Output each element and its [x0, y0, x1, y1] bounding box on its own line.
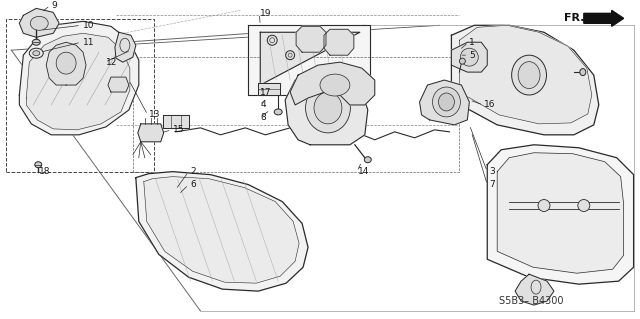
- Ellipse shape: [460, 48, 478, 66]
- Text: 14: 14: [358, 167, 369, 176]
- Ellipse shape: [518, 62, 540, 89]
- Polygon shape: [19, 21, 139, 135]
- Ellipse shape: [32, 39, 40, 45]
- Text: 15: 15: [173, 125, 184, 134]
- Text: 8: 8: [260, 113, 266, 122]
- Polygon shape: [451, 25, 599, 135]
- Ellipse shape: [511, 55, 547, 95]
- Polygon shape: [451, 42, 487, 72]
- Polygon shape: [420, 80, 469, 125]
- Text: 18: 18: [39, 167, 51, 176]
- Ellipse shape: [314, 92, 342, 124]
- Text: 4: 4: [260, 100, 266, 109]
- Ellipse shape: [364, 157, 371, 163]
- Polygon shape: [136, 172, 308, 291]
- Ellipse shape: [274, 109, 282, 115]
- Text: 3: 3: [489, 167, 495, 176]
- Text: 2: 2: [191, 167, 196, 176]
- FancyArrow shape: [584, 11, 623, 26]
- Ellipse shape: [29, 48, 44, 58]
- Text: 6: 6: [191, 180, 196, 189]
- Bar: [133, 57, 460, 172]
- Text: 13: 13: [148, 110, 160, 119]
- Ellipse shape: [268, 35, 277, 45]
- Ellipse shape: [438, 93, 454, 111]
- Ellipse shape: [580, 69, 586, 76]
- Text: 9: 9: [51, 1, 57, 10]
- Polygon shape: [296, 26, 326, 52]
- Polygon shape: [19, 8, 59, 37]
- Ellipse shape: [320, 74, 350, 96]
- Ellipse shape: [460, 58, 465, 64]
- Polygon shape: [46, 42, 86, 85]
- Polygon shape: [324, 29, 354, 55]
- Polygon shape: [260, 32, 360, 85]
- Polygon shape: [248, 25, 370, 95]
- Text: 12: 12: [106, 58, 117, 67]
- Text: 17: 17: [260, 87, 272, 97]
- Bar: [6, 19, 154, 172]
- Ellipse shape: [56, 52, 76, 74]
- Ellipse shape: [30, 16, 48, 30]
- Polygon shape: [497, 153, 623, 273]
- Polygon shape: [259, 83, 280, 95]
- Text: 11: 11: [83, 38, 95, 47]
- Text: 5: 5: [469, 51, 475, 60]
- Ellipse shape: [538, 199, 550, 211]
- Polygon shape: [285, 70, 368, 145]
- Text: S5B3– B4300: S5B3– B4300: [499, 296, 564, 306]
- Ellipse shape: [578, 199, 590, 211]
- Ellipse shape: [433, 87, 460, 117]
- Polygon shape: [290, 62, 375, 105]
- Polygon shape: [138, 124, 164, 142]
- Text: 19: 19: [260, 9, 272, 18]
- Ellipse shape: [35, 162, 42, 168]
- Polygon shape: [26, 33, 130, 130]
- Polygon shape: [460, 25, 592, 124]
- Ellipse shape: [33, 51, 40, 56]
- Text: 10: 10: [83, 21, 95, 30]
- Polygon shape: [115, 32, 136, 62]
- Polygon shape: [487, 145, 634, 284]
- Ellipse shape: [285, 51, 294, 60]
- Text: FR.: FR.: [564, 13, 584, 23]
- Text: 7: 7: [489, 180, 495, 189]
- Text: 16: 16: [484, 100, 496, 109]
- Text: 1: 1: [469, 38, 475, 47]
- Polygon shape: [108, 77, 129, 92]
- Ellipse shape: [305, 83, 350, 133]
- Polygon shape: [163, 115, 189, 128]
- Polygon shape: [144, 177, 299, 283]
- Polygon shape: [515, 274, 554, 305]
